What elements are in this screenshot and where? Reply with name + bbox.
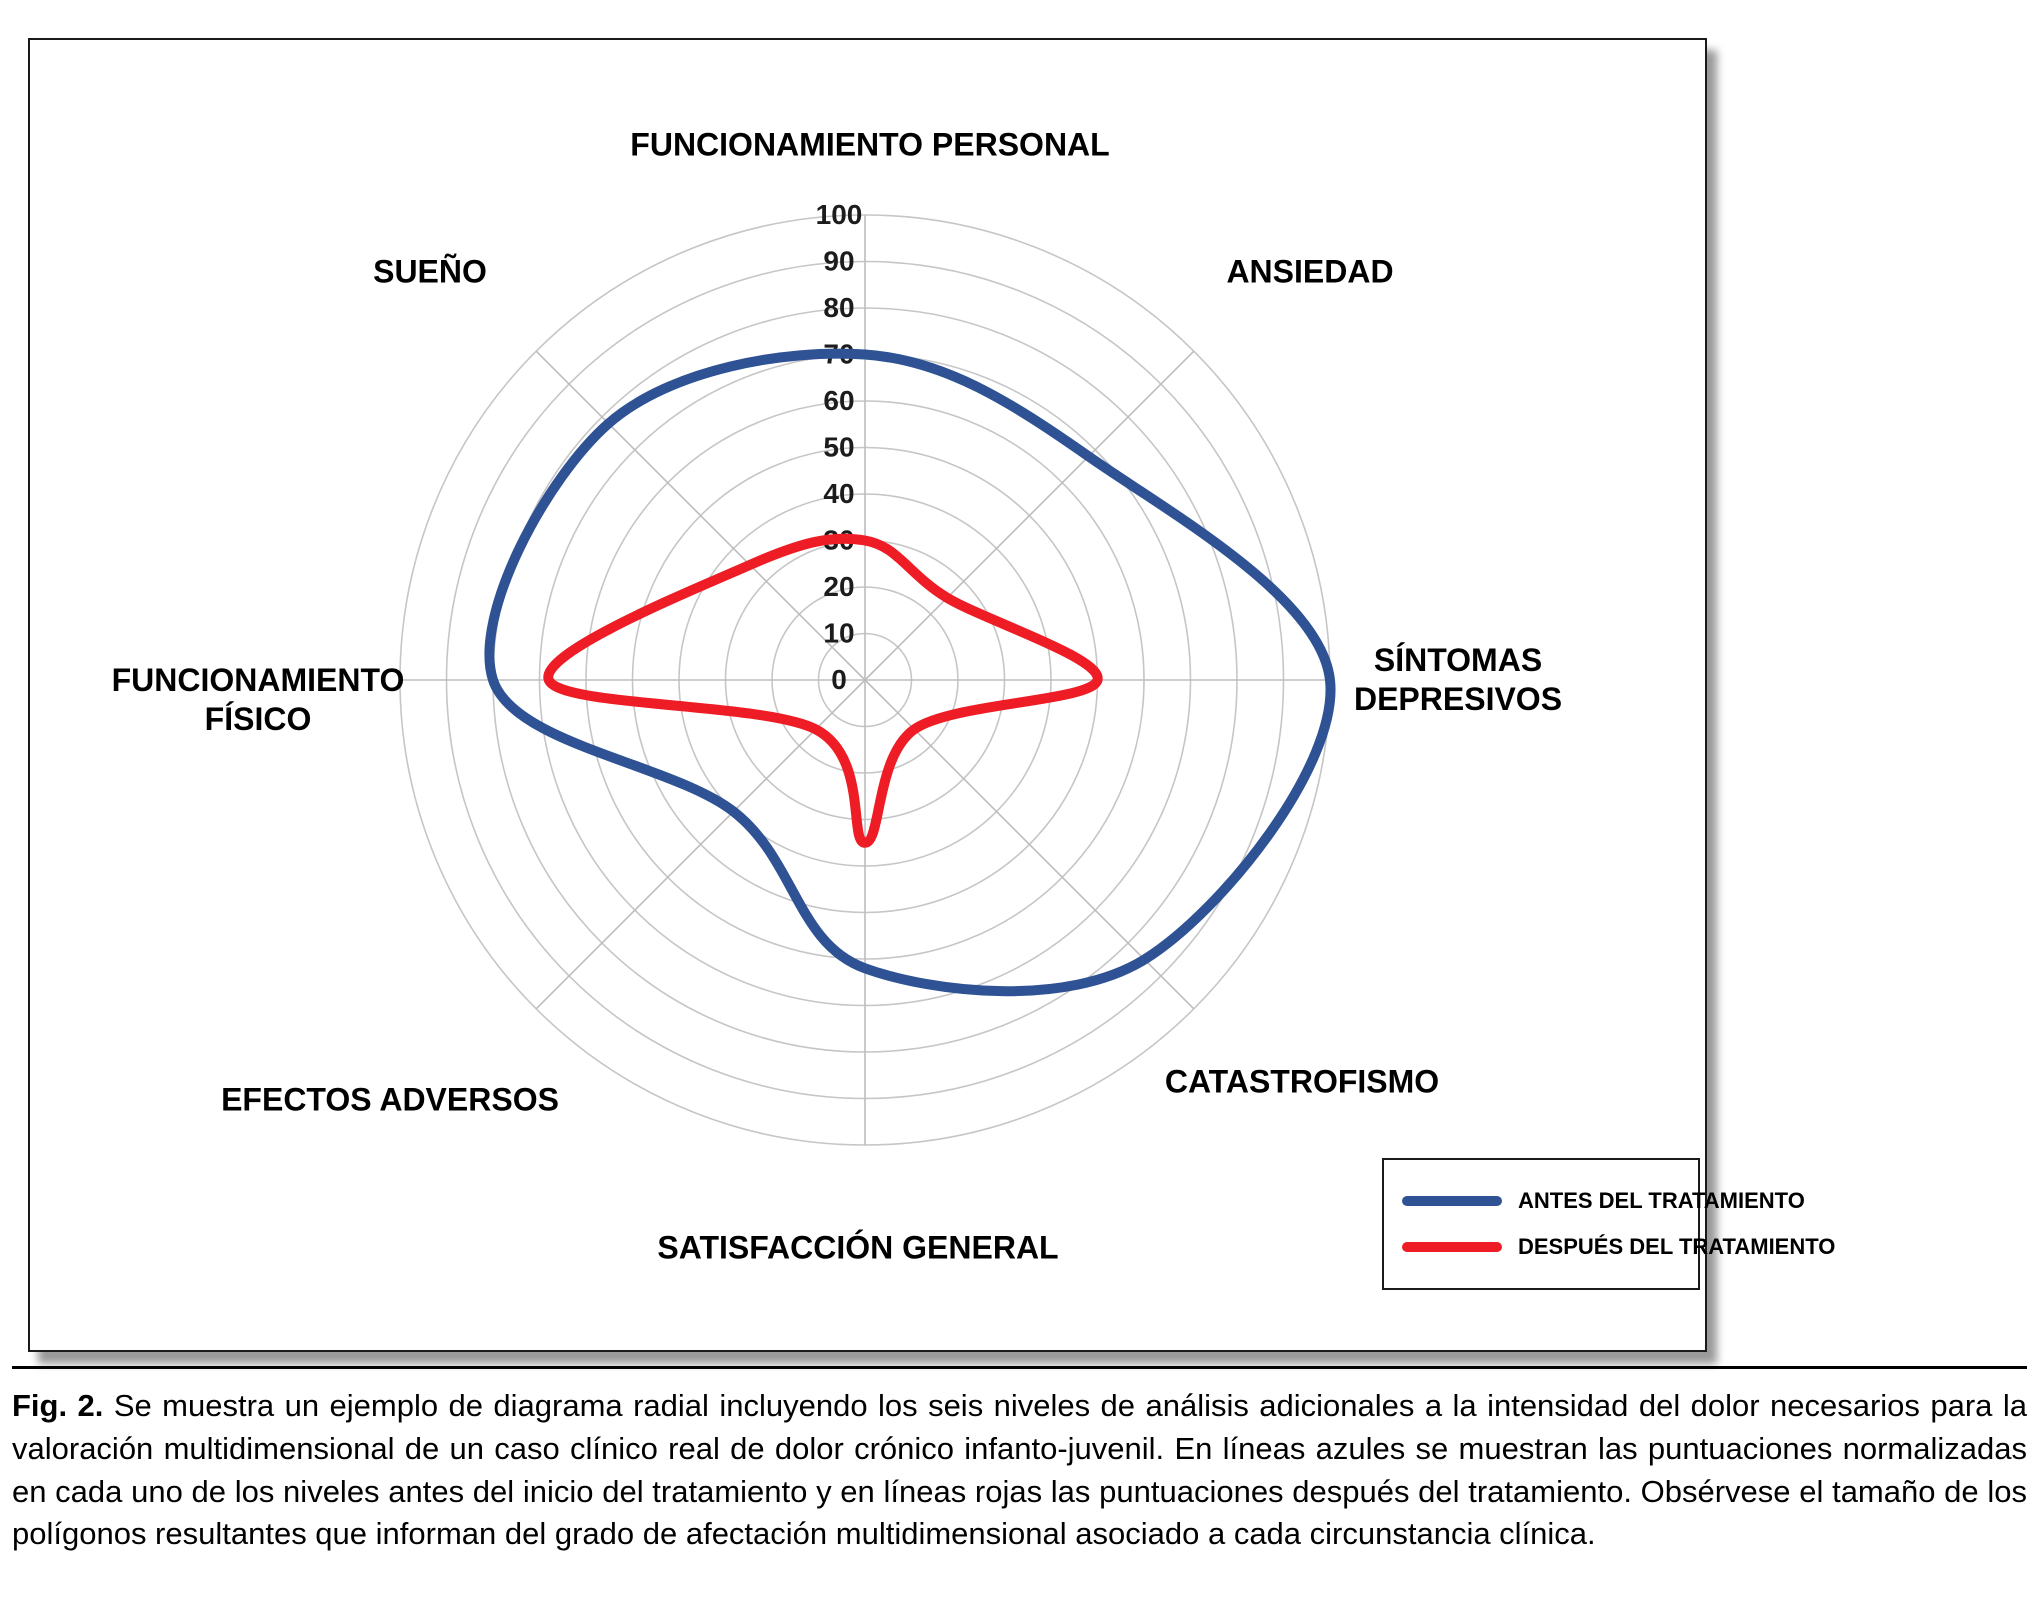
- tick-label: 40: [823, 478, 854, 509]
- axis-label-satisfaccion-general: SATISFACCIÓN GENERAL: [657, 1229, 1059, 1266]
- tick-label: 60: [823, 385, 854, 416]
- tick-label: 90: [823, 246, 854, 277]
- tick-label: 80: [823, 292, 854, 323]
- legend-item-despues: DESPUÉS DEL TRATAMIENTO: [1402, 1234, 1835, 1260]
- figure-caption: Fig. 2. Se muestra un ejemplo de diagram…: [12, 1385, 2027, 1556]
- axis-label-catastrofismo: CATASTROFISMO: [1164, 1063, 1440, 1100]
- axis-label-efectos-adversos: EFECTOS ADVERSOS: [221, 1081, 559, 1118]
- legend-label-despues: DESPUÉS DEL TRATAMIENTO: [1518, 1234, 1836, 1259]
- axis-label-funcionamiento-personal: FUNCIONAMIENTO PERSONAL: [630, 126, 1110, 163]
- figure-panel: 0 10 20 30 40 50 60 70 80 90 100 FUNCIONAMIENTO PE…: [28, 38, 1835, 1352]
- axis-label-sueno: SUEÑO: [373, 253, 487, 290]
- legend-label-antes: ANTES DEL TRATAMIENTO: [1518, 1188, 1805, 1213]
- legend: ANTES DEL TRATAMIENTO DESPUÉS DEL TRATAM…: [1382, 1158, 1835, 1290]
- axis-label-ansiedad: ANSIEDAD: [1226, 253, 1394, 290]
- tick-label: 100: [816, 199, 863, 230]
- tick-label: 0: [831, 664, 847, 695]
- legend-swatch-antes-line: [1402, 1196, 1502, 1206]
- tick-label: 50: [823, 432, 854, 463]
- series-antes-line: [484, 348, 1336, 997]
- axis-label-sintomas-depresivos: SÍNTOMAS DEPRESIVOS: [1353, 641, 1563, 717]
- grid-spoke: [864, 679, 1195, 1010]
- caption-fig-label: Fig. 2.: [12, 1388, 104, 1423]
- axis-label-funcionamiento-fisico: FUNCIONAMIENTO FÍSICO: [111, 661, 405, 737]
- figure-caption-block: Fig. 2. Se muestra un ejemplo de diagram…: [12, 1366, 2027, 1556]
- tick-label: 20: [823, 571, 854, 602]
- grid-spoke: [864, 350, 1195, 681]
- tick-label: 10: [823, 618, 854, 649]
- grid-spoke: [535, 350, 866, 681]
- grid-spoke: [535, 679, 866, 1010]
- legend-item-antes: ANTES DEL TRATAMIENTO: [1402, 1188, 1805, 1214]
- series-despues-line: [543, 533, 1103, 848]
- caption-text: Se muestra un ejemplo de diagrama radial…: [12, 1388, 2027, 1552]
- legend-swatch-despues-line: [1402, 1242, 1502, 1252]
